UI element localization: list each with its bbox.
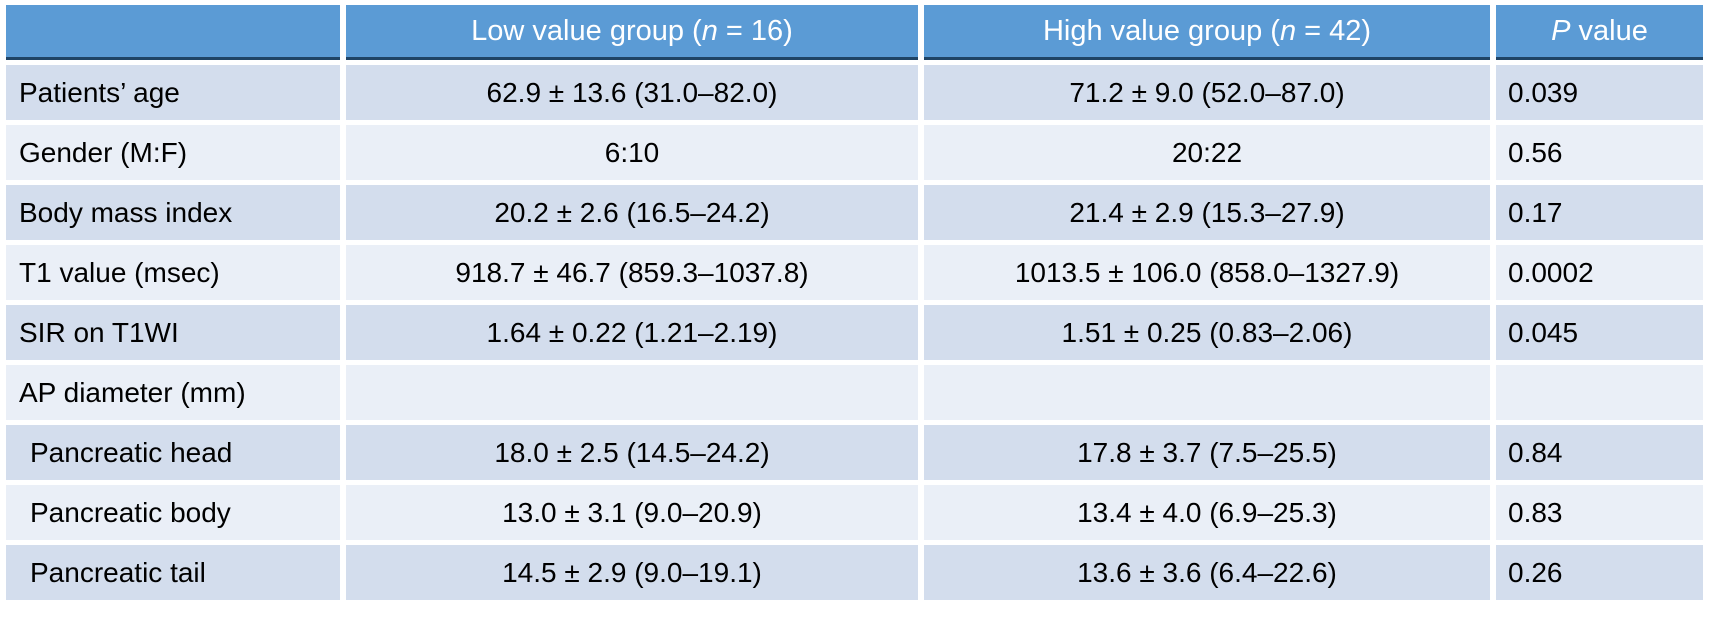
low-value-cell: 62.9 ± 13.6 (31.0–82.0) — [346, 65, 918, 120]
row-label: Body mass index — [6, 185, 340, 240]
table-header-row: Low value group (n = 16) High value grou… — [6, 5, 1703, 60]
table-row-pancreatic-head: Pancreatic head 18.0 ± 2.5 (14.5–24.2) 1… — [6, 425, 1703, 480]
high-value-cell: 17.8 ± 3.7 (7.5–25.5) — [924, 425, 1490, 480]
high-value-cell: 13.6 ± 3.6 (6.4–22.6) — [924, 545, 1490, 600]
table-row-pancreatic-tail: Pancreatic tail 14.5 ± 2.9 (9.0–19.1) 13… — [6, 545, 1703, 600]
p-value-cell: 0.56 — [1496, 125, 1703, 180]
p-value-cell: 0.0002 — [1496, 245, 1703, 300]
low-value-cell: 13.0 ± 3.1 (9.0–20.9) — [346, 485, 918, 540]
table-row-patients-age: Patients’ age 62.9 ± 13.6 (31.0–82.0) 71… — [6, 65, 1703, 120]
row-label: Patients’ age — [6, 65, 340, 120]
high-value-cell: 13.4 ± 4.0 (6.9–25.3) — [924, 485, 1490, 540]
high-value-cell: 71.2 ± 9.0 (52.0–87.0) — [924, 65, 1490, 120]
table-row-gender: Gender (M:F) 6:10 20:22 0.56 — [6, 125, 1703, 180]
low-value-cell: 6:10 — [346, 125, 918, 180]
header-high-group-suffix: = 42) — [1296, 14, 1372, 47]
row-label: Pancreatic tail — [6, 545, 340, 600]
p-value-cell: 0.045 — [1496, 305, 1703, 360]
row-label: AP diameter (mm) — [6, 365, 340, 420]
low-value-cell — [346, 365, 918, 420]
low-value-cell: 1.64 ± 0.22 (1.21–2.19) — [346, 305, 918, 360]
p-value-cell: 0.17 — [1496, 185, 1703, 240]
p-value-cell — [1496, 365, 1703, 420]
table-row-sir-on-t1wi: SIR on T1WI 1.64 ± 0.22 (1.21–2.19) 1.51… — [6, 305, 1703, 360]
header-empty-cell — [6, 5, 340, 60]
high-value-cell: 21.4 ± 2.9 (15.3–27.9) — [924, 185, 1490, 240]
table-row-pancreatic-body: Pancreatic body 13.0 ± 3.1 (9.0–20.9) 13… — [6, 485, 1703, 540]
row-label: T1 value (msec) — [6, 245, 340, 300]
high-value-cell — [924, 365, 1490, 420]
table-row-ap-diameter: AP diameter (mm) — [6, 365, 1703, 420]
header-high-group-n-italic: n — [1279, 14, 1297, 47]
row-label: SIR on T1WI — [6, 305, 340, 360]
header-high-group-prefix: High value group ( — [1042, 14, 1280, 47]
header-p-italic: P — [1551, 14, 1571, 47]
header-p-value: P value — [1496, 5, 1703, 60]
row-label: Pancreatic body — [6, 485, 340, 540]
p-value-cell: 0.039 — [1496, 65, 1703, 120]
p-value-cell: 0.84 — [1496, 425, 1703, 480]
low-value-cell: 918.7 ± 46.7 (859.3–1037.8) — [346, 245, 918, 300]
p-value-cell: 0.83 — [1496, 485, 1703, 540]
header-low-group-n-italic: n — [701, 14, 718, 47]
p-value-cell: 0.26 — [1496, 545, 1703, 600]
high-value-cell: 1.51 ± 0.25 (0.83–2.06) — [924, 305, 1490, 360]
low-value-cell: 20.2 ± 2.6 (16.5–24.2) — [346, 185, 918, 240]
header-high-value-group: High value group (n = 42) — [924, 5, 1490, 60]
header-p-suffix: value — [1570, 14, 1648, 47]
low-value-cell: 18.0 ± 2.5 (14.5–24.2) — [346, 425, 918, 480]
low-value-cell: 14.5 ± 2.9 (9.0–19.1) — [346, 545, 918, 600]
high-value-cell: 20:22 — [924, 125, 1490, 180]
row-label: Gender (M:F) — [6, 125, 340, 180]
header-low-value-group: Low value group (n = 16) — [346, 5, 918, 60]
table-row-t1-value: T1 value (msec) 918.7 ± 46.7 (859.3–1037… — [6, 245, 1703, 300]
table-row-body-mass-index: Body mass index 20.2 ± 2.6 (16.5–24.2) 2… — [6, 185, 1703, 240]
header-low-group-suffix: = 16) — [717, 14, 793, 47]
row-label: Pancreatic head — [6, 425, 340, 480]
high-value-cell: 1013.5 ± 106.0 (858.0–1327.9) — [924, 245, 1490, 300]
group-comparison-table: Low value group (n = 16) High value grou… — [6, 5, 1703, 600]
header-low-group-prefix: Low value group ( — [471, 14, 702, 47]
